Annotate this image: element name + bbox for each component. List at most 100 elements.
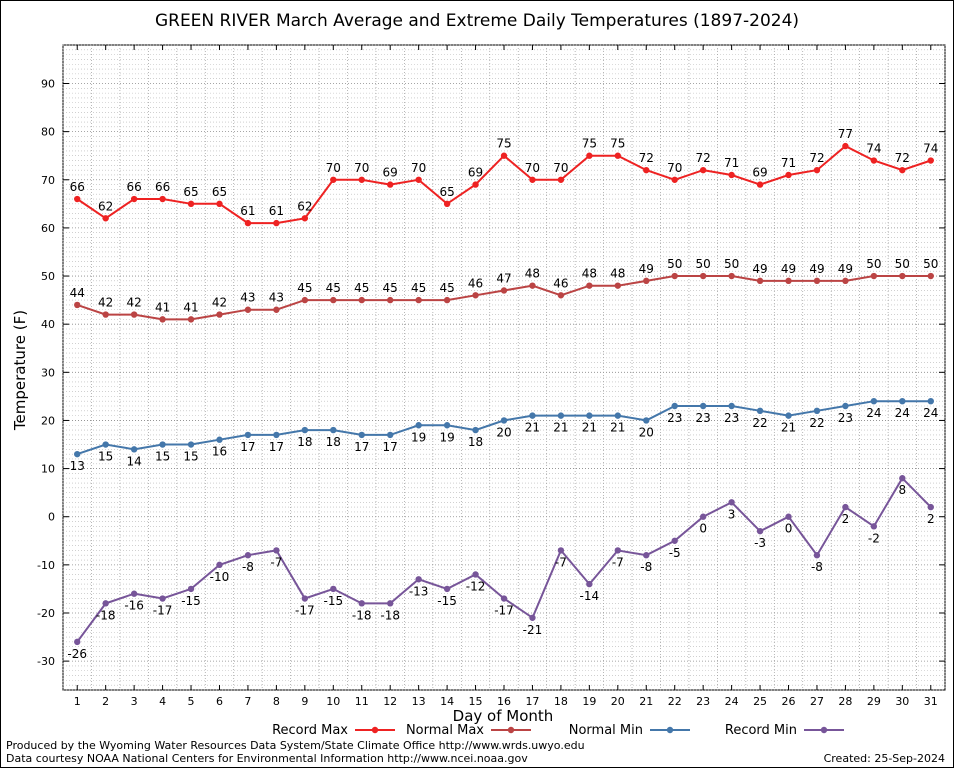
x-tick-label: 26 bbox=[782, 695, 796, 708]
data-point bbox=[187, 316, 195, 323]
data-label: -15 bbox=[323, 594, 343, 608]
data-point bbox=[842, 503, 849, 511]
data-point bbox=[842, 402, 849, 410]
data-label: 70 bbox=[326, 161, 341, 175]
data-point bbox=[130, 195, 138, 203]
data-point bbox=[415, 176, 422, 183]
y-tick-label: -30 bbox=[37, 655, 55, 668]
x-tick-label: 1 bbox=[74, 695, 81, 708]
data-point bbox=[927, 397, 934, 405]
x-tick-label: 21 bbox=[639, 695, 653, 708]
data-point bbox=[358, 176, 365, 183]
x-tick-label: 2 bbox=[102, 695, 109, 708]
data-point bbox=[415, 422, 422, 429]
data-label: 61 bbox=[269, 204, 284, 218]
data-label: 45 bbox=[411, 281, 426, 295]
data-label: 45 bbox=[326, 281, 341, 295]
data-label: 62 bbox=[297, 199, 312, 213]
data-label: 14 bbox=[126, 454, 141, 468]
data-label: -17 bbox=[494, 604, 514, 618]
y-axis-title: Temperature (F) bbox=[11, 310, 29, 431]
data-label: -2 bbox=[868, 531, 880, 545]
data-point bbox=[244, 306, 252, 313]
x-tick-label: 13 bbox=[412, 695, 426, 708]
data-label: 46 bbox=[553, 276, 568, 290]
data-point bbox=[728, 499, 735, 506]
data-point bbox=[899, 166, 906, 174]
x-tick-label: 18 bbox=[554, 695, 568, 708]
data-point bbox=[386, 431, 394, 439]
data-point bbox=[159, 441, 166, 448]
data-point bbox=[301, 215, 309, 222]
data-label: 23 bbox=[724, 411, 739, 425]
data-point bbox=[813, 166, 821, 174]
grid bbox=[62, 44, 946, 691]
data-point bbox=[785, 412, 792, 419]
data-point bbox=[244, 219, 252, 227]
x-tick-label: 24 bbox=[725, 695, 739, 708]
y-tick-label: 70 bbox=[41, 174, 55, 187]
data-point bbox=[586, 282, 593, 289]
x-tick-label: 25 bbox=[753, 695, 767, 708]
data-point bbox=[273, 547, 280, 554]
data-label: -15 bbox=[437, 594, 457, 608]
data-point bbox=[813, 277, 821, 285]
x-tick-label: 22 bbox=[668, 695, 682, 708]
data-label: -17 bbox=[295, 604, 315, 618]
data-label: 65 bbox=[183, 185, 198, 199]
data-point bbox=[586, 580, 593, 588]
data-label: 19 bbox=[439, 430, 454, 444]
data-point bbox=[529, 176, 536, 183]
legend-item: Record Min bbox=[725, 723, 844, 738]
data-point bbox=[728, 272, 735, 280]
data-point bbox=[159, 316, 166, 323]
data-label: 15 bbox=[183, 450, 198, 464]
data-point bbox=[870, 397, 878, 405]
data-point bbox=[813, 552, 821, 559]
x-axis-title: Day of Month bbox=[453, 707, 554, 725]
data-point bbox=[927, 272, 934, 280]
data-point bbox=[529, 614, 536, 621]
data-point bbox=[586, 152, 593, 159]
legend-marker bbox=[371, 726, 379, 734]
legend-marker bbox=[507, 726, 515, 734]
data-point bbox=[899, 272, 906, 280]
data-label: 75 bbox=[610, 137, 625, 151]
y-tick-label: 20 bbox=[41, 414, 55, 427]
data-label: -17 bbox=[153, 604, 173, 618]
y-tick-label: 60 bbox=[41, 222, 55, 235]
data-point bbox=[159, 195, 166, 203]
data-point bbox=[102, 311, 109, 318]
data-point bbox=[671, 537, 678, 544]
y-tick-label: 50 bbox=[41, 270, 55, 283]
data-label: 77 bbox=[838, 127, 853, 141]
data-label: 66 bbox=[70, 180, 85, 194]
data-point bbox=[358, 600, 365, 607]
data-label: 18 bbox=[297, 435, 312, 449]
data-label: -3 bbox=[754, 536, 766, 550]
data-point bbox=[273, 431, 280, 439]
x-tick-label: 4 bbox=[159, 695, 166, 708]
data-label: -14 bbox=[580, 589, 600, 603]
data-label: 43 bbox=[269, 291, 284, 305]
data-label: 45 bbox=[297, 281, 312, 295]
x-tick-label: 29 bbox=[867, 695, 881, 708]
data-point bbox=[614, 412, 622, 419]
data-label: 48 bbox=[610, 267, 625, 281]
x-tick-label: 10 bbox=[326, 695, 340, 708]
x-tick-label: 16 bbox=[497, 695, 511, 708]
data-point bbox=[74, 195, 81, 203]
data-point bbox=[216, 436, 223, 443]
data-point bbox=[301, 296, 309, 304]
data-point bbox=[443, 200, 451, 208]
data-point bbox=[699, 402, 707, 410]
data-point bbox=[415, 296, 422, 304]
data-label: -8 bbox=[242, 560, 254, 574]
data-point bbox=[187, 200, 195, 208]
data-point bbox=[500, 152, 508, 159]
data-point bbox=[728, 402, 735, 410]
data-point bbox=[643, 417, 650, 424]
y-tick-label: 80 bbox=[41, 126, 55, 139]
data-label: 15 bbox=[98, 450, 113, 464]
data-label: -7 bbox=[270, 555, 282, 569]
